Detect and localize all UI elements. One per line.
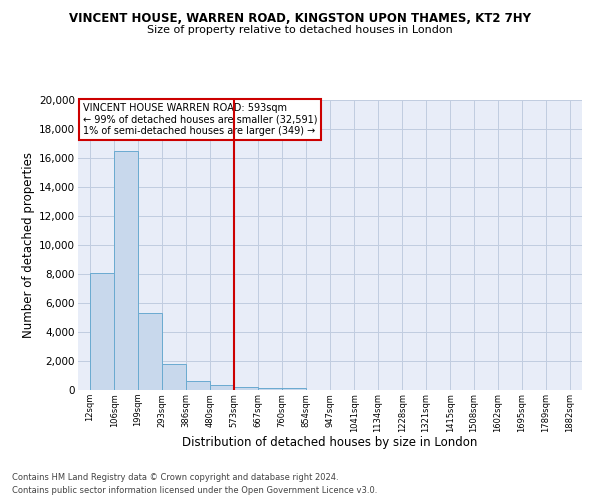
Bar [90, 272, 114, 390]
Text: VINCENT HOUSE, WARREN ROAD, KINGSTON UPON THAMES, KT2 7HY: VINCENT HOUSE, WARREN ROAD, KINGSTON UPO… [69, 12, 531, 26]
X-axis label: Distribution of detached houses by size in London: Distribution of detached houses by size … [182, 436, 478, 449]
Bar [186, 380, 210, 390]
Bar [282, 388, 306, 390]
Text: Size of property relative to detached houses in London: Size of property relative to detached ho… [147, 25, 453, 35]
Text: Contains public sector information licensed under the Open Government Licence v3: Contains public sector information licen… [12, 486, 377, 495]
Bar [114, 151, 139, 390]
Bar [234, 386, 258, 390]
Text: Contains HM Land Registry data © Crown copyright and database right 2024.: Contains HM Land Registry data © Crown c… [12, 472, 338, 482]
Text: VINCENT HOUSE WARREN ROAD: 593sqm
← 99% of detached houses are smaller (32,591)
: VINCENT HOUSE WARREN ROAD: 593sqm ← 99% … [83, 103, 317, 136]
Bar [210, 386, 234, 390]
Y-axis label: Number of detached properties: Number of detached properties [22, 152, 35, 338]
Bar [138, 313, 162, 390]
Bar [258, 388, 282, 390]
Bar [162, 364, 186, 390]
